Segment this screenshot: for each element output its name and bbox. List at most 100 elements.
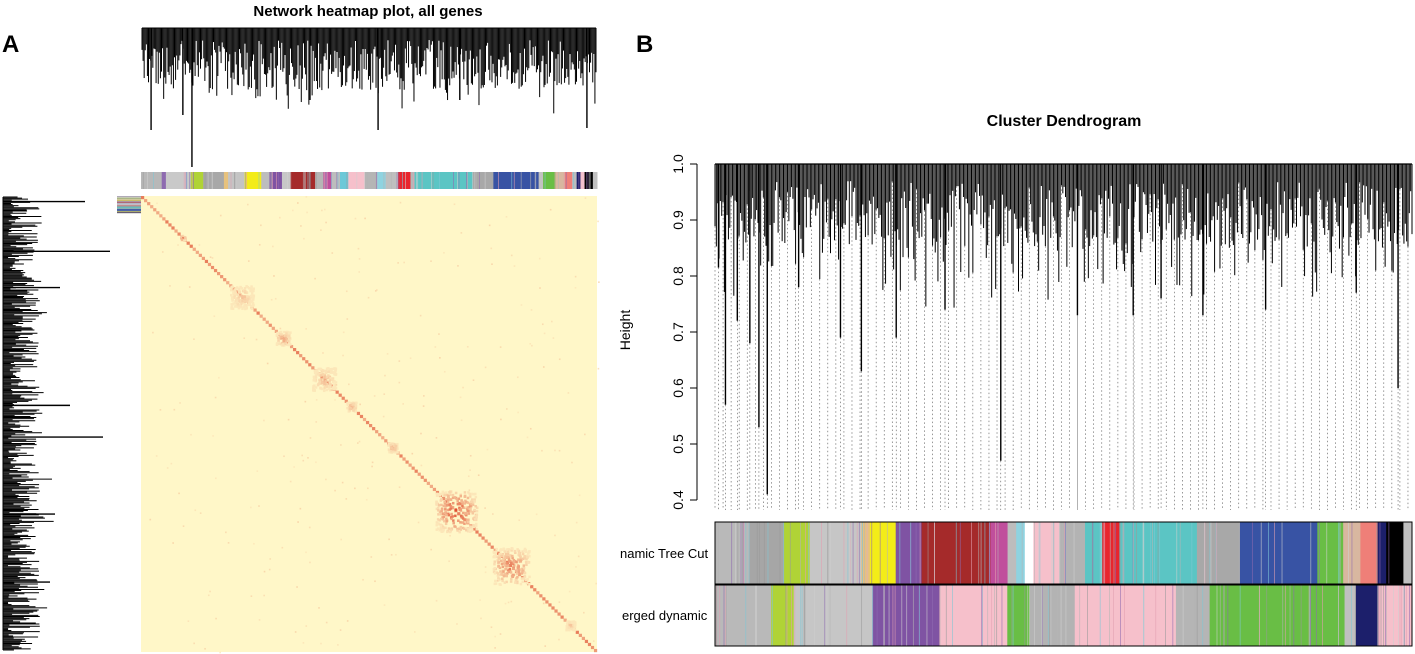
color-bar-segment-stripe bbox=[1123, 522, 1125, 584]
module-bar-segment-stripe bbox=[432, 172, 434, 189]
color-bar-segment-stripe bbox=[1073, 522, 1075, 584]
heatmap-cell bbox=[350, 405, 354, 409]
heatmap-cell bbox=[470, 526, 474, 529]
color-bar-segment-stripe bbox=[1258, 585, 1260, 646]
module-bar-segment-stripe bbox=[185, 172, 187, 189]
heatmap-cell bbox=[245, 285, 248, 288]
color-bar-segment bbox=[1033, 522, 1060, 584]
color-bar-segment-stripe bbox=[1051, 522, 1053, 584]
heatmap-cell bbox=[443, 251, 445, 254]
heatmap-cell bbox=[519, 559, 522, 562]
heatmap-cell bbox=[568, 628, 571, 632]
heatmap-cell bbox=[262, 317, 266, 321]
color-bar-segment-stripe bbox=[786, 585, 788, 646]
module-bar-segment bbox=[261, 172, 271, 189]
module-bar-segment-stripe bbox=[207, 172, 209, 189]
heatmap-cell bbox=[249, 294, 253, 298]
module-bar-segment-stripe bbox=[204, 172, 206, 189]
heatmap-cell bbox=[241, 307, 244, 310]
heatmap-cell bbox=[399, 201, 402, 204]
heatmap-cell bbox=[352, 402, 356, 405]
heatmap-cell bbox=[328, 380, 331, 383]
color-bar-segment-stripe bbox=[1227, 585, 1229, 646]
heatmap-cell bbox=[551, 606, 555, 610]
heatmap-cell bbox=[233, 296, 236, 300]
module-bar-segment-stripe bbox=[302, 172, 304, 189]
heatmap-cell bbox=[504, 564, 507, 567]
heatmap-cell bbox=[182, 237, 185, 240]
heatmap-cell bbox=[314, 386, 318, 389]
heatmap-cell bbox=[409, 357, 412, 360]
heatmap-cell bbox=[436, 523, 439, 526]
heatmap-cell bbox=[381, 436, 385, 440]
heatmap-cell bbox=[439, 525, 443, 528]
heatmap-cell bbox=[321, 209, 323, 212]
heatmap-cell bbox=[461, 504, 464, 508]
heatmap-cell bbox=[155, 455, 158, 457]
heatmap-cell bbox=[405, 460, 409, 464]
heatmap-cell bbox=[320, 378, 323, 382]
heatmap-cell bbox=[374, 290, 377, 292]
panel-a: Network heatmap plot, all genes bbox=[2, 3, 600, 654]
heatmap-cell bbox=[441, 490, 445, 494]
module-bar-segment-stripe bbox=[421, 172, 423, 189]
heatmap-cell bbox=[359, 403, 361, 406]
heatmap-cell bbox=[451, 501, 455, 505]
heatmap-cell bbox=[475, 509, 479, 513]
module-bar-segment-stripe bbox=[189, 172, 191, 189]
color-bar-segment-stripe bbox=[756, 585, 757, 646]
heatmap-cell bbox=[460, 499, 463, 502]
color-bar-segment-stripe bbox=[1092, 522, 1094, 584]
dynamic-tree-cut-label: namic Tree Cut bbox=[620, 546, 709, 561]
heatmap-cell bbox=[371, 461, 374, 464]
heatmap-cell bbox=[373, 395, 376, 397]
heatmap-left-dendrogram bbox=[2, 196, 110, 651]
heatmap-cell bbox=[463, 518, 467, 522]
heatmap-cell bbox=[570, 626, 573, 629]
heatmap-cell bbox=[225, 531, 227, 534]
module-bar-segment-stripe bbox=[578, 172, 580, 189]
heatmap-cell bbox=[384, 439, 388, 443]
heatmap-cell bbox=[519, 555, 522, 559]
color-bar-segment-stripe bbox=[779, 522, 781, 584]
heatmap-cell bbox=[501, 565, 505, 569]
module-bar-segment-stripe bbox=[309, 172, 311, 189]
heatmap-cell bbox=[333, 367, 336, 370]
heatmap-cell bbox=[451, 496, 455, 500]
color-bar-segment-stripe bbox=[1120, 585, 1121, 646]
color-bar-segment-stripe bbox=[1021, 522, 1023, 584]
heatmap-cell bbox=[178, 492, 180, 495]
heatmap-cell bbox=[440, 498, 443, 501]
module-bar-segment-stripe bbox=[212, 172, 213, 189]
heatmap-cell bbox=[501, 579, 504, 583]
heatmap-cell bbox=[326, 384, 330, 388]
heatmap-cell bbox=[333, 387, 336, 391]
heatmap-cell bbox=[511, 566, 516, 571]
heatmap-cell bbox=[521, 557, 525, 561]
heatmap-cell bbox=[260, 224, 262, 227]
heatmap-cell bbox=[232, 302, 235, 305]
heatmap-cell bbox=[521, 580, 524, 584]
heatmap-cell bbox=[314, 277, 316, 280]
heatmap-cell bbox=[349, 404, 352, 407]
module-bar-segment-stripe bbox=[324, 172, 325, 189]
heatmap-cell bbox=[284, 336, 287, 340]
heatmap-cell bbox=[179, 402, 181, 404]
color-bar-segment bbox=[1355, 585, 1379, 646]
heatmap-cell bbox=[263, 419, 265, 422]
heatmap-cell bbox=[522, 549, 526, 553]
heatmap-cell bbox=[583, 611, 585, 614]
color-bar-segment bbox=[869, 522, 897, 584]
heatmap-cell bbox=[277, 339, 280, 342]
heatmap-cell bbox=[469, 525, 472, 528]
color-bar-segment-stripe bbox=[955, 522, 957, 584]
color-bar-segment-stripe bbox=[1223, 585, 1225, 646]
color-bar-segment bbox=[793, 585, 873, 646]
heatmap-cell bbox=[442, 492, 446, 495]
heatmap-cell bbox=[331, 387, 335, 390]
color-bar-segment-stripe bbox=[1091, 522, 1093, 584]
heatmap-cell bbox=[204, 647, 206, 650]
heatmap-cell bbox=[498, 566, 502, 570]
color-bar-segment-stripe bbox=[1379, 585, 1381, 646]
color-bar-segment-stripe bbox=[1409, 585, 1410, 646]
